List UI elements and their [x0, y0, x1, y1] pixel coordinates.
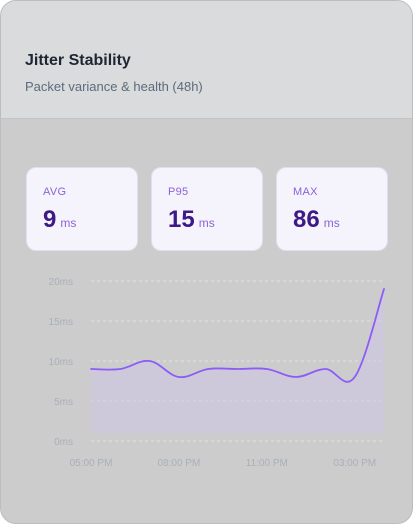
- y-tick-label: 15ms: [49, 317, 73, 328]
- card-subtitle: Packet variance & health (48h): [25, 79, 203, 94]
- stat-value: 9 ms: [43, 206, 76, 234]
- x-tick-label: 11:00 PM: [246, 458, 288, 469]
- stat-number: 86: [293, 206, 320, 233]
- series-area: [91, 289, 384, 433]
- y-tick-label: 20ms: [49, 277, 73, 288]
- series-line: [90, 288, 385, 383]
- y-tick-label: 5ms: [54, 397, 73, 408]
- y-tick-label: 0ms: [54, 437, 73, 448]
- stat-value: 15 ms: [168, 206, 215, 234]
- x-tick-label: 08:00 PM: [157, 458, 200, 469]
- jitter-chart: 0ms 5ms 10ms 15ms 20ms 05:00 PM 08:00 PM 11:00 …: [49, 277, 385, 469]
- x-tick-label: 05:00 PM: [70, 458, 113, 469]
- stat-label: P95: [168, 186, 189, 198]
- stat-label: MAX: [293, 186, 318, 198]
- stat-number: 9: [43, 206, 57, 233]
- stat-tile-max: MAX 86 ms: [276, 167, 388, 251]
- card-header: Jitter Stability Packet variance & healt…: [1, 1, 412, 119]
- y-tick-label: 10ms: [49, 357, 73, 368]
- stat-label: AVG: [43, 186, 67, 198]
- stat-tile-avg: AVG 9 ms: [26, 167, 138, 251]
- stat-number: 15: [168, 206, 195, 233]
- x-tick-label: 03:00 PM: [333, 458, 376, 469]
- card-title: Jitter Stability: [25, 52, 131, 69]
- stat-unit: ms: [60, 216, 77, 230]
- stat-value: 86 ms: [293, 206, 340, 234]
- stat-unit: ms: [198, 216, 215, 230]
- stat-unit: ms: [323, 216, 340, 230]
- stat-tile-p95: P95 15 ms: [151, 167, 263, 251]
